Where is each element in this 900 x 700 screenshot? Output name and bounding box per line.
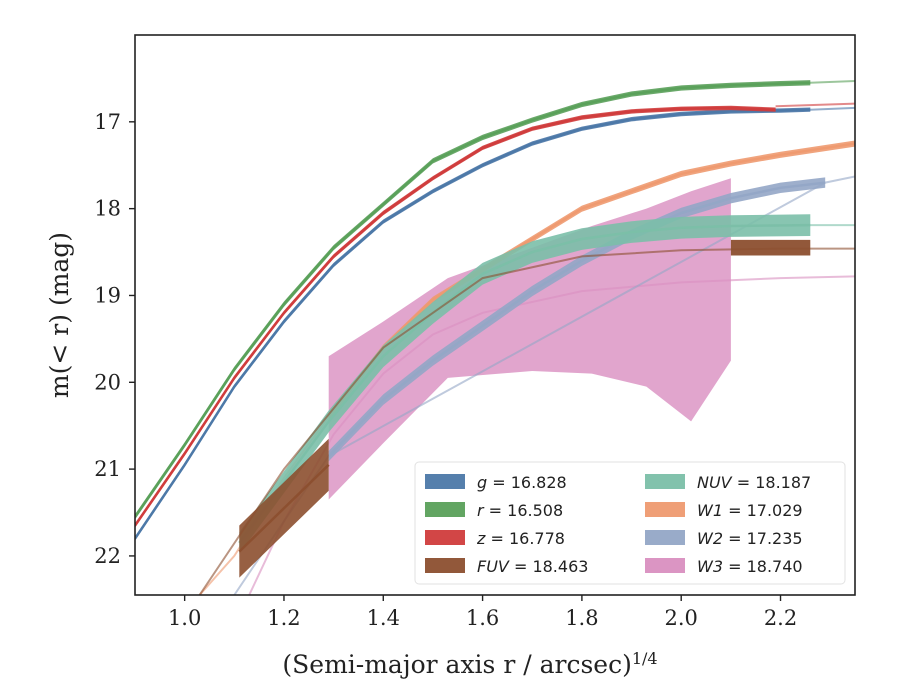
series-r-line: [135, 81, 811, 518]
series-fuv-outer-band: [730, 239, 811, 256]
y-tick-label: 20: [94, 370, 121, 394]
x-axis-label-exponent: 1/4: [632, 649, 658, 668]
legend-swatch-g: [425, 474, 465, 489]
series-fuv-line: [238, 463, 330, 553]
plot-content: [135, 80, 855, 595]
series-w3-band: [328, 178, 731, 500]
legend-label-g: g = 16.828: [477, 473, 567, 492]
y-tick-label: 22: [94, 544, 121, 568]
legend-label-nuv: NUV = 18.187: [697, 473, 811, 492]
x-tick-label: 1.4: [367, 606, 400, 630]
x-tick-label: 1.6: [466, 606, 499, 630]
legend-label-w3: W3 = 18.740: [697, 557, 803, 576]
series-z-model-line: [775, 102, 855, 108]
series-g-model-line: [810, 106, 855, 111]
legend-box: [414, 461, 846, 585]
series-w1-line: [327, 142, 855, 418]
x-axis-label-main: (Semi-major axis r / arcsec): [282, 650, 631, 679]
legend-swatch-w2: [645, 530, 685, 545]
x-tick-label: 1.2: [267, 606, 300, 630]
legend-label-w1: W1 = 17.029: [697, 501, 803, 520]
legend: g = 16.828 r = 16.508 z = 16.778 FUV = 18.4…: [414, 461, 846, 585]
y-axis-label: m(< r) (mag): [45, 232, 74, 398]
legend-swatch-nuv: [645, 474, 685, 489]
x-tick-label: 1.8: [565, 606, 598, 630]
plot-frame: [134, 34, 856, 596]
y-tick-label: 19: [94, 283, 121, 307]
y-tick-label: 17: [94, 110, 121, 134]
legend-swatch-r: [425, 502, 465, 517]
legend-label-z: z = 16.778: [476, 529, 565, 548]
x-tick-label: 2.0: [665, 606, 698, 630]
legend-label-fuv: FUV = 18.463: [477, 557, 588, 576]
x-tick-label: 1.0: [168, 606, 201, 630]
series-nuv-line: [238, 223, 811, 544]
legend-swatch-z: [425, 530, 465, 545]
y-tick-label: 21: [94, 457, 121, 481]
legend-label-w2: W2 = 17.235: [697, 529, 803, 548]
legend-swatch-w1: [645, 502, 685, 517]
legend-label-r: r = 16.508: [477, 501, 563, 520]
legend-swatch-fuv: [425, 558, 465, 573]
x-axis-label: (Semi-major axis r / arcsec)1/4: [282, 649, 657, 679]
series-z-line: [135, 106, 776, 527]
series-r-model-line: [810, 80, 855, 84]
series-w2-line: [327, 181, 826, 457]
legend-swatch-w3: [645, 558, 685, 573]
y-tick-label: 18: [94, 197, 121, 221]
axis-ticks: 1.0 1.2 1.4 1.6 1.8 2.0 2.2 17 18 19 20 21 22: [94, 110, 797, 630]
series-g-line: [135, 108, 811, 540]
x-tick-label: 2.2: [764, 606, 797, 630]
